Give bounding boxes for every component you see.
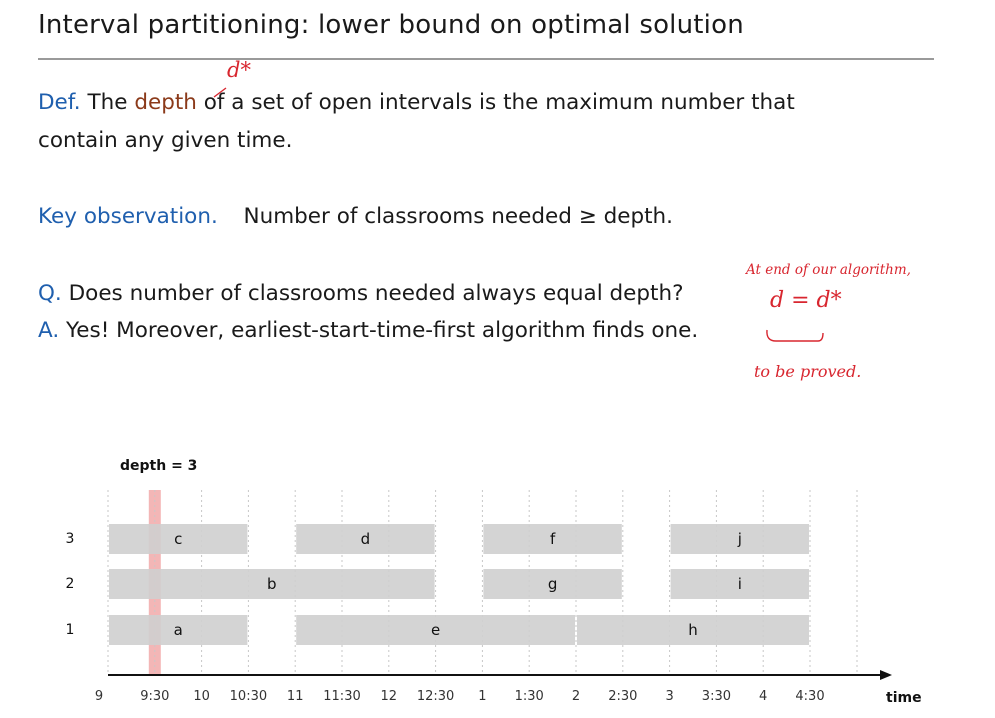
q-label: Q. — [38, 281, 62, 306]
interval-bar-a — [109, 615, 248, 645]
interval-label-c: c — [174, 530, 182, 548]
interval-bar-b — [109, 569, 435, 599]
note-equation: d = d* — [770, 288, 842, 313]
interval-bar-h — [577, 615, 809, 645]
definition-line-1: Def. The depth of a set of open interval… — [38, 84, 795, 122]
tick-label: 1 — [478, 689, 486, 704]
interval-bar-i — [670, 569, 809, 599]
note-line-1: At end of our algorithm, — [746, 262, 911, 278]
tick-label: 3:30 — [702, 689, 731, 704]
def-text-1: The — [87, 90, 128, 115]
row-label-2: 2 — [66, 576, 75, 592]
interval-label-h: h — [688, 621, 698, 639]
tick-label: 1:30 — [515, 689, 544, 704]
key-observation: Key observation. Number of classrooms ne… — [38, 198, 673, 236]
a-text: Yes! Moreover, earliest-start-time-first… — [66, 318, 699, 343]
tick-label: 4:30 — [795, 689, 824, 704]
interval-label-d: d — [361, 530, 371, 548]
key-label: Key observation. — [38, 204, 218, 229]
tick-label: 4 — [759, 689, 767, 704]
tick-label: 3 — [665, 689, 673, 704]
note-line-2: to be proved. — [754, 362, 862, 381]
key-text: Number of classrooms needed ≥ depth. — [243, 204, 674, 229]
interval-bar-c — [109, 524, 248, 554]
question-line: Q. Does number of classrooms needed alwa… — [38, 275, 684, 313]
interval-bar-e — [296, 615, 575, 645]
row-label-3: 3 — [66, 531, 75, 547]
interval-bar-d — [296, 524, 435, 554]
q-text: Does number of classrooms needed always … — [68, 281, 684, 306]
tick-label: 12 — [381, 689, 398, 704]
depth-mark-annotation: d* — [227, 58, 251, 82]
time-axis-label: time — [886, 690, 922, 706]
interval-label-g: g — [548, 575, 558, 593]
interval-bar-f — [483, 524, 622, 554]
tick-label: 10:30 — [230, 689, 267, 704]
definition-line-2: contain any given time. — [38, 128, 293, 153]
interval-label-b: b — [267, 575, 277, 593]
caret-annotation — [213, 87, 227, 98]
interval-label-e: e — [431, 621, 440, 639]
def-label: Def. — [38, 90, 81, 115]
underbrace-annotation — [766, 329, 824, 342]
tick-label: 12:30 — [417, 689, 454, 704]
interval-bar-g — [483, 569, 622, 599]
def-text-2: of a set of open intervals is the maximu… — [203, 90, 795, 115]
a-label: A. — [38, 318, 60, 343]
tick-label: 9 — [95, 689, 103, 704]
def-term: depth — [134, 90, 197, 115]
tick-label: 9:30 — [140, 689, 169, 704]
time-axis-arrow — [880, 670, 892, 680]
tick-label: 11 — [287, 689, 304, 704]
answer-line: A. Yes! Moreover, earliest-start-time-fi… — [38, 312, 698, 350]
interval-bar-j — [670, 524, 809, 554]
interval-label-a: a — [174, 621, 183, 639]
slide-title: Interval partitioning: lower bound on op… — [38, 10, 744, 40]
row-label-1: 1 — [66, 622, 75, 638]
tick-label: 10 — [193, 689, 210, 704]
tick-label: 11:30 — [323, 689, 360, 704]
tick-label: 2:30 — [608, 689, 637, 704]
interval-label-j: j — [737, 530, 742, 548]
depth-label: depth = 3 — [120, 458, 197, 474]
tick-label: 2 — [572, 689, 580, 704]
interval-label-i: i — [738, 575, 742, 593]
interval-label-f: f — [550, 530, 556, 548]
title-rule — [38, 58, 934, 60]
